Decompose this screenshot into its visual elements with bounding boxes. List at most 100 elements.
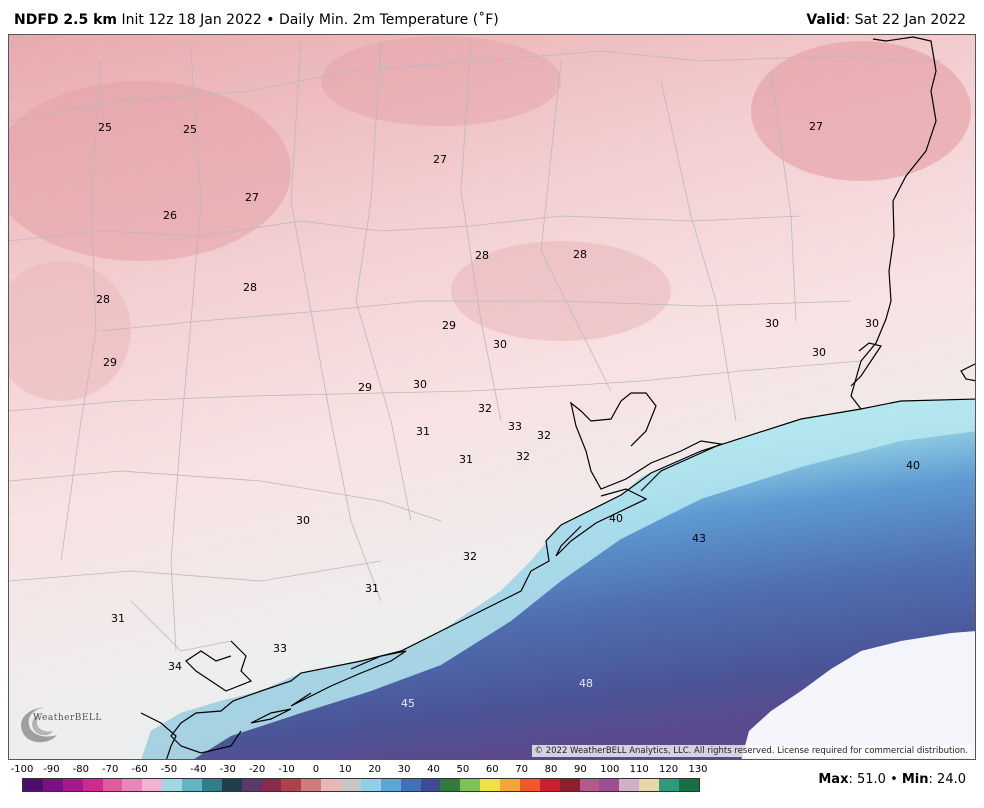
temperature-label: 28 [96,293,110,306]
colorbar-tick-label: -100 [10,764,34,775]
temperature-label: 32 [478,402,492,415]
colorbar-ticks: -100 -90 -80 -70 -60 -50 -40 -30 -20 -10 0 10 20 30 40… [0,764,720,778]
colorbar-swatch [162,779,182,791]
colorbar-tick-label: 0 [312,764,320,775]
model-name: NDFD 2.5 km [14,12,117,28]
copyright-notice: © 2022 WeatherBELL Analytics, LLC. All r… [531,745,971,757]
product-name: Daily Min. 2m Temperature (˚F) [278,12,499,28]
colorbar-swatch [659,779,679,791]
valid-time: Valid: Sat 22 Jan 2022 [806,12,966,28]
temperature-label: 31 [459,453,473,466]
colorbar-tick-label: 130 [688,764,708,775]
temperature-label: 33 [273,642,287,655]
colorbar-tick-label: 30 [397,764,411,775]
cold-patch-southwest [9,261,131,401]
temperature-label: 25 [98,121,112,134]
temperature-label: 26 [163,209,177,222]
colorbar-tick-label: 20 [368,764,382,775]
colorbar-tick-label: 10 [338,764,352,775]
colorbar-tick-label: -10 [278,764,295,775]
colorbar-swatch [480,779,500,791]
colorbar-swatch [619,779,640,791]
temperature-label: 30 [413,378,427,391]
temperature-label: 29 [358,381,372,394]
colorbar-tick-label: -30 [219,764,236,775]
cold-patch-north [321,36,561,126]
temperature-colorbar [22,778,700,792]
coastal-band [141,399,975,759]
colorbar-swatch [380,779,401,791]
colorbar-swatch [500,779,520,791]
temperature-label: 48 [579,677,593,690]
temperature-label: 30 [765,317,779,330]
county-lines [9,40,942,652]
temperature-label: 30 [812,346,826,359]
min-value: : 24.0 [928,772,966,787]
colorbar-swatch [321,779,341,791]
max-label: Max [818,772,849,787]
colorbar-swatch [122,779,143,791]
temperature-label: 27 [245,191,259,204]
temperature-label: 40 [609,512,623,525]
temperature-label: 29 [442,319,456,332]
min-label: Min [901,772,929,787]
colorbar-swatch [82,779,103,791]
temperature-label: 29 [103,356,117,369]
map-canvas [9,35,975,759]
colorbar-tick-label: 50 [456,764,470,775]
colorbar-tick-label: -90 [43,764,60,775]
init-time: Init 12z 18 Jan 2022 [121,12,262,28]
temperature-label: 34 [168,660,182,673]
colorbar-swatch [281,779,302,791]
valid-label: Valid [806,12,846,28]
colorbar-swatch [221,779,242,791]
colorbar-swatch [341,779,361,791]
header: NDFD 2.5 km Init 12z 18 Jan 2022 • Daily… [0,0,984,34]
colorbar-tick-label: -20 [248,764,266,775]
cold-patch-west [9,81,291,261]
temperature-label: 33 [508,420,522,433]
colorbar-swatch [301,779,322,791]
cold-patch-east [751,41,971,181]
temperature-label: 32 [516,450,530,463]
colorbar-tick-label: -70 [102,764,119,775]
temperature-labels: 25 25 27 26 28 28 29 27 28 28 27 29 30 29 30 32 33 32 31 31… [96,120,920,710]
max-value: : 51.0 [848,772,886,787]
colorbar-swatch [201,779,222,791]
temperature-label: 32 [463,550,477,563]
colorbar-swatch [261,779,282,791]
colorbar-swatch [62,779,83,791]
logo-text: WeatherBELL [33,713,102,723]
temperature-label: 32 [537,429,551,442]
colorbar-tick-label: 40 [427,764,440,775]
colorbar-swatch [440,779,461,791]
temperature-label: 31 [416,425,430,438]
colorbar-tick-label: 120 [659,764,679,775]
temperature-label: 40 [906,459,920,472]
weatherbell-logo: WeatherBELL [15,701,105,747]
colorbar-swatch [182,779,202,791]
colorbar-tick-label: -60 [131,764,148,775]
temperature-map[interactable]: 25 25 27 26 28 28 29 27 28 28 27 29 30 29 30 32 33 32 31 31… [8,34,976,760]
title-separator: • [266,12,275,28]
temperature-label: 30 [493,338,507,351]
colorbar-swatch [241,779,262,791]
temperature-label: 30 [296,514,310,527]
map-title: NDFD 2.5 km Init 12z 18 Jan 2022 • Daily… [14,12,499,28]
colorbar-tick-label: 70 [515,764,529,775]
colorbar-tick-label: 110 [629,764,649,775]
colorbar-swatch [142,779,163,791]
temperature-label: 28 [573,248,587,261]
maxmin-separator: • [885,772,902,787]
colorbar-swatch [519,779,540,791]
colorbar-swatch [539,779,560,791]
colorbar-swatch [420,779,441,791]
temperature-label: 31 [111,612,125,625]
colorbar-swatch [42,779,63,791]
colorbar-swatch [678,779,699,791]
swirl-logo-icon [21,707,57,743]
colorbar-swatch [23,779,43,791]
colorbar-swatch [579,779,600,791]
colorbar-tick-label: 80 [544,764,558,775]
coastline [140,36,975,759]
